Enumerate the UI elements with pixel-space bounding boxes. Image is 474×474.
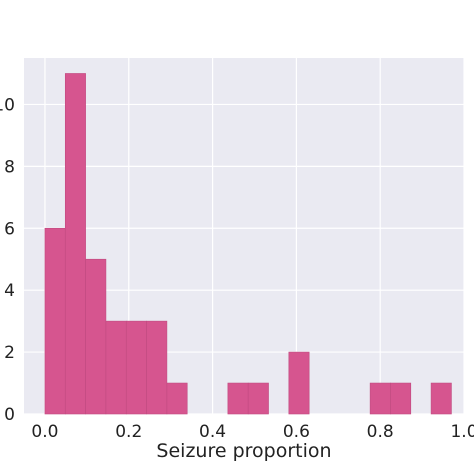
histogram-bar xyxy=(85,258,107,415)
y-tick-label: 0 xyxy=(4,405,15,425)
x-tick-label: 0.4 xyxy=(199,422,226,442)
y-tick-label: 2 xyxy=(4,343,15,363)
x-tick-labels: 0.0 0.2 0.4 0.6 0.8 1.0 xyxy=(31,422,474,442)
x-tick-label: 0.8 xyxy=(367,422,394,442)
x-tick-label: 1.0 xyxy=(450,422,474,442)
histogram-bar xyxy=(369,382,391,415)
x-tick-label: 0.6 xyxy=(283,422,310,442)
histogram-bar xyxy=(247,382,269,415)
histogram-bar xyxy=(146,320,168,415)
y-tick-labels: 0 2 4 6 8 10 xyxy=(0,95,15,425)
histogram-bar xyxy=(227,382,249,415)
y-tick-label: 8 xyxy=(4,157,15,177)
x-axis-label: Seizure proportion xyxy=(156,440,331,462)
histogram-bar xyxy=(125,320,147,415)
histogram-bar xyxy=(430,382,452,415)
y-tick-label: 10 xyxy=(0,95,15,115)
histogram-bar xyxy=(166,382,188,415)
histogram-bar xyxy=(105,320,127,415)
histogram-bar xyxy=(64,73,86,415)
x-tick-label: 0.2 xyxy=(115,422,142,442)
histogram-bars xyxy=(44,73,452,415)
x-tick-label: 0.0 xyxy=(31,422,58,442)
histogram-bar xyxy=(44,227,66,415)
histogram-bar xyxy=(288,351,310,415)
histogram-bar xyxy=(390,382,412,415)
y-tick-label: 6 xyxy=(4,219,15,239)
y-tick-label: 4 xyxy=(4,281,15,301)
